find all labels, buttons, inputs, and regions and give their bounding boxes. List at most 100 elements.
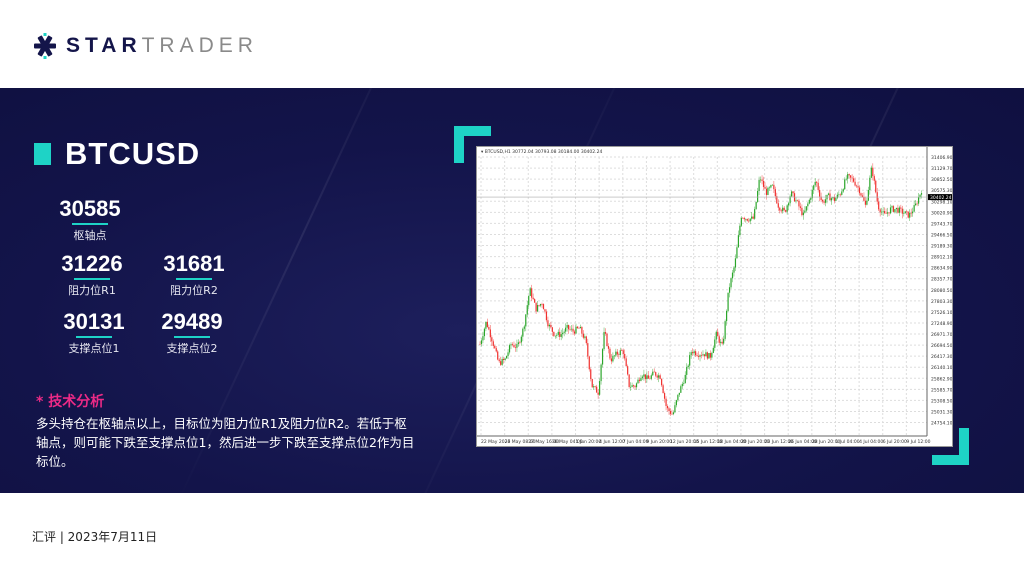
candle-body: [813, 185, 815, 190]
candle-body: [570, 328, 573, 330]
candle-body: [817, 182, 819, 190]
candle-body: [501, 358, 503, 365]
candle-body: [486, 321, 488, 327]
candle-body: [665, 398, 667, 407]
candle-body: [559, 331, 561, 337]
x-tick-label: 22 May 2023: [481, 439, 510, 445]
candle-body: [669, 411, 672, 414]
corner-bracket-icon: [932, 428, 969, 465]
candle-body: [842, 189, 844, 192]
candle-body: [879, 209, 881, 213]
y-tick-label: 29466.50: [931, 232, 952, 238]
candle-body: [824, 199, 827, 203]
candle-body: [799, 206, 802, 208]
candle-body: [810, 198, 812, 200]
candle-body: [505, 355, 508, 359]
candle-body: [525, 314, 527, 327]
candle-body: [628, 374, 630, 388]
candle-body: [582, 333, 584, 338]
r2-level: 31681 阻力位R2: [149, 251, 239, 298]
candle-body: [514, 347, 517, 348]
underline: [72, 223, 108, 225]
candle-body: [703, 354, 706, 357]
candle-body: [630, 386, 632, 388]
candle-body: [894, 209, 896, 212]
candle-body: [568, 324, 570, 330]
y-tick-label: 28634.90: [931, 266, 952, 272]
candle-body: [830, 198, 833, 201]
candle-body: [807, 203, 809, 207]
candle-body: [857, 186, 859, 188]
candle-body: [556, 334, 558, 336]
candle-body: [904, 211, 906, 214]
candle-body: [733, 267, 735, 273]
candle-body: [863, 196, 865, 201]
candle-body: [888, 212, 890, 214]
candle-body: [613, 355, 615, 357]
candle-body: [600, 364, 602, 382]
candle-body: [764, 186, 766, 189]
candle-body: [663, 393, 666, 399]
star-logo-icon: [34, 33, 56, 59]
candle-body: [520, 336, 522, 343]
logo-text-light: TRADER: [141, 34, 258, 57]
candle-body: [767, 187, 769, 195]
candle-body: [687, 365, 689, 368]
r2-label: 阻力位R2: [170, 284, 218, 297]
y-tick-label: 25031.30: [931, 409, 952, 415]
title-square-icon: [34, 143, 51, 165]
candle-body: [903, 213, 905, 214]
candle-body: [508, 345, 511, 353]
candle-body: [875, 180, 877, 193]
candle-body: [796, 200, 799, 202]
candle-body: [706, 352, 709, 359]
candle-body: [483, 328, 486, 337]
candle-body: [832, 197, 834, 199]
candle-body: [585, 336, 587, 344]
candle-body: [511, 344, 514, 346]
candle-body: [770, 185, 772, 188]
candle-body: [798, 200, 800, 207]
candle-body: [662, 385, 664, 394]
x-tick-label: 15 Jun 12:00: [694, 439, 723, 445]
candle-body: [752, 216, 754, 219]
candle-body: [715, 331, 717, 340]
candle-body: [656, 375, 658, 378]
chart-header: ▾ BTCUSD,H1 30772.04 30793.08 30184.00 3…: [481, 149, 602, 155]
candlestick-chart: 31406.90 31129.70 30852.50 30575.30 30298.10…: [477, 147, 953, 445]
y-tick-label: 25862.90: [931, 376, 952, 382]
candle-body: [575, 326, 577, 334]
candle-body: [734, 258, 737, 268]
candle-body: [786, 205, 788, 212]
candle-body: [839, 194, 841, 196]
candle-body: [711, 352, 713, 358]
candle-body: [820, 196, 822, 201]
candle-body: [576, 326, 579, 329]
candle-body: [757, 190, 759, 202]
candle-body: [510, 344, 512, 346]
y-tick-label: 26417.30: [931, 354, 952, 360]
candle-body: [578, 328, 580, 329]
y-tick-label: 30298.10: [931, 199, 952, 205]
candle-body: [606, 333, 608, 347]
underline: [76, 336, 112, 338]
candle-body: [632, 385, 635, 387]
x-tick-label: 4 Jun 12:00: [599, 439, 625, 445]
s1-label: 支撑点位1: [68, 342, 120, 355]
candle-body: [910, 212, 912, 214]
r1-value: 31226: [61, 251, 123, 276]
candle-body: [572, 328, 574, 332]
candle-body: [870, 167, 872, 178]
candle-body: [854, 181, 856, 186]
candle-body: [637, 379, 639, 384]
footer-date: 汇评 | 2023年7月11日: [32, 530, 158, 544]
candle-body: [851, 177, 853, 179]
candle-body: [690, 352, 692, 356]
candle-body: [640, 377, 642, 381]
r2-value: 31681: [163, 251, 225, 276]
candle-body: [532, 297, 534, 300]
candle-body: [705, 352, 707, 357]
candle-body: [681, 383, 683, 387]
candle-body: [655, 372, 657, 376]
y-tick-label: 26140.10: [931, 365, 952, 371]
